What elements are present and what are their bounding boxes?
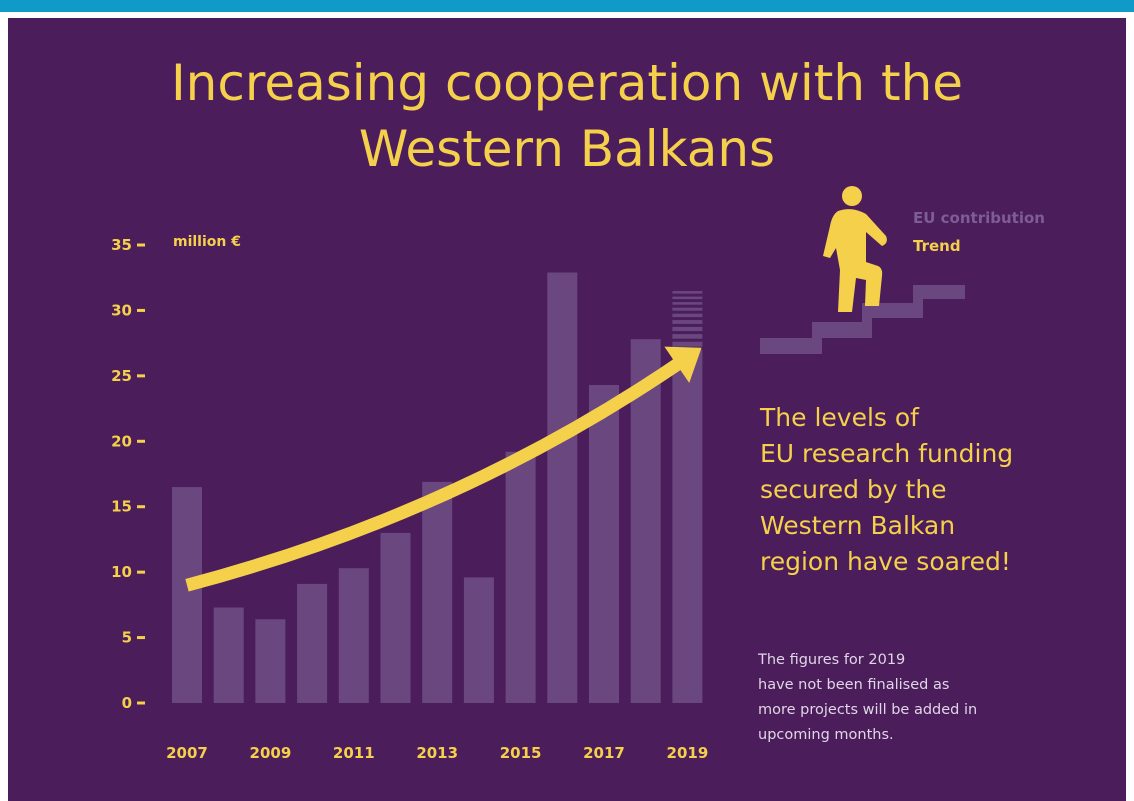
y-tick-mark (137, 439, 145, 443)
x-tick-label: 2011 (333, 744, 375, 762)
y-tick-label: 20 (111, 432, 132, 450)
bar-series (172, 272, 703, 703)
y-tick-mark (137, 636, 145, 640)
bar-2011 (338, 568, 369, 703)
legend-item-eu-contribution: EU contribution (913, 209, 1045, 227)
y-tick-mark (137, 374, 145, 378)
x-tick-label: 2013 (416, 744, 458, 762)
x-tick-label: 2019 (667, 744, 709, 762)
y-tick-label: 10 (111, 563, 132, 581)
bar-2008 (213, 607, 244, 703)
bar-2014 (463, 577, 494, 703)
x-tick-label: 2017 (583, 744, 625, 762)
x-tick-label: 2007 (166, 744, 208, 762)
trend-arrowhead (664, 346, 702, 383)
x-tick-label: 2009 (250, 744, 292, 762)
y-tick-label: 5 (122, 629, 132, 647)
bar-2016 (547, 272, 578, 703)
person-climbing-stairs-icon (760, 186, 965, 354)
headline-line: The levels of (760, 403, 919, 432)
footnote-line: The figures for 2019 (758, 652, 906, 668)
headline-line: region have soared! (760, 547, 1011, 576)
y-tick-label: 25 (111, 367, 132, 385)
x-axis: 2007 2009 2011 2013 2015 2017 2019 (166, 744, 708, 762)
top-accent-bar (0, 0, 1134, 12)
title-line-1: Increasing cooperation with the (170, 54, 964, 112)
legend-item-trend: Trend (913, 237, 961, 255)
bar-2017 (589, 385, 619, 703)
headline-line: EU research funding (760, 439, 1014, 468)
footnote-line: more projects will be added in (758, 702, 978, 718)
page-title: Increasing cooperation with the Western … (0, 50, 1134, 182)
y-tick-label: 30 (111, 301, 132, 319)
y-axis: 0 5 10 15 20 25 30 35 (111, 236, 145, 712)
headline-line: Western Balkan (760, 511, 956, 540)
headline-text: The levels of EU research funding secure… (760, 400, 1120, 580)
x-tick-label: 2015 (500, 744, 542, 762)
y-tick-mark (137, 570, 145, 574)
bar-2007 (172, 487, 202, 703)
headline-line: secured by the (760, 475, 947, 504)
bar-2012 (380, 532, 411, 703)
bar-2013 (422, 481, 453, 703)
y-tick-mark (137, 243, 145, 247)
footnote-line: upcoming months. (758, 727, 894, 743)
bar-2009 (255, 619, 286, 703)
bar-2019 (672, 291, 703, 703)
y-tick-mark (137, 701, 145, 705)
trend-arrow (185, 346, 702, 592)
y-tick-mark (137, 308, 145, 312)
footnote-line: have not been finalised as (758, 677, 950, 693)
y-tick-label: 0 (122, 694, 132, 712)
chart-legend: EU contribution Trend (913, 204, 1045, 260)
bar-2018 (630, 339, 661, 703)
y-tick-label: 35 (111, 236, 132, 254)
unit-label: million € (173, 234, 241, 250)
bar-2010 (297, 583, 328, 703)
title-line-2: Western Balkans (358, 120, 776, 178)
bar-2015 (505, 451, 536, 703)
trend-line (185, 354, 688, 592)
y-tick-label: 15 (111, 498, 132, 516)
y-tick-mark (137, 505, 145, 509)
footnote-text: The figures for 2019 have not been final… (758, 648, 1098, 748)
